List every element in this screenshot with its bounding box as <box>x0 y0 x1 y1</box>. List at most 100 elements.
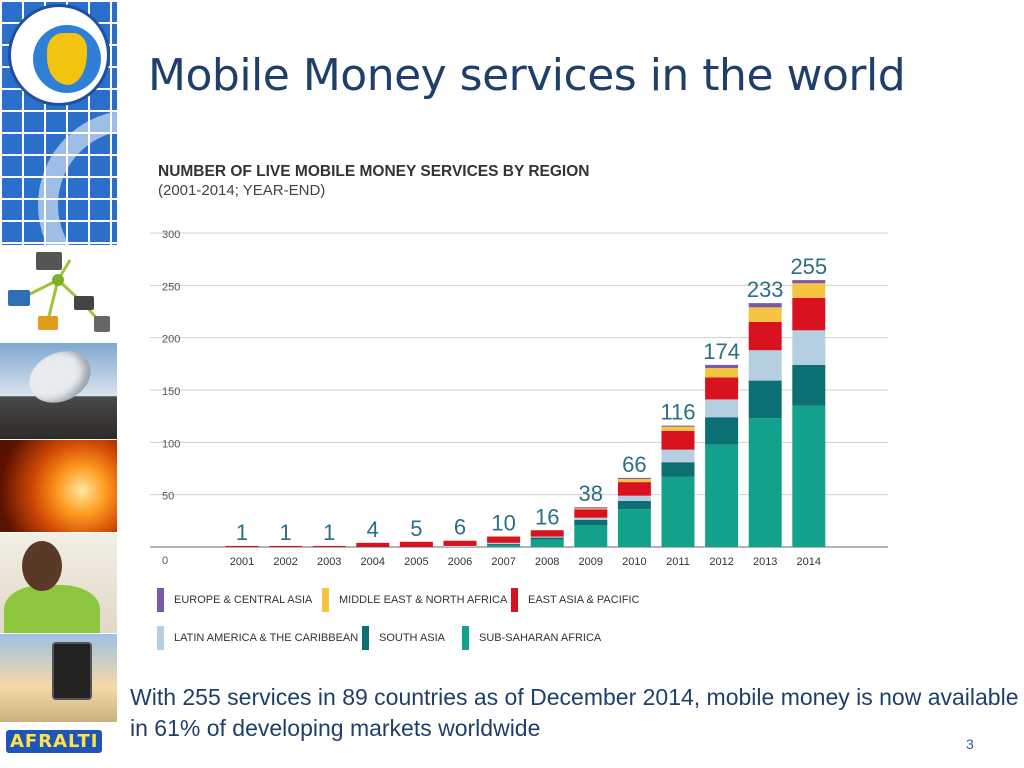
bar-segment <box>574 519 608 526</box>
x-tick-label: 2008 <box>535 556 559 568</box>
bar-segment <box>225 545 259 547</box>
person-body <box>4 585 100 633</box>
legend-item-europe-central-asia: EUROPE & CENTRAL ASIA <box>157 588 312 612</box>
decorative-ring <box>38 110 117 245</box>
x-tick-label: 2013 <box>753 556 777 568</box>
slide-title: Mobile Money services in the world <box>148 50 906 101</box>
bar-segment <box>617 482 651 496</box>
afralti-logo <box>8 4 110 106</box>
satellite-dish-icon <box>20 343 100 413</box>
bar-segment <box>487 544 521 547</box>
bar-total-label: 4 <box>367 517 379 542</box>
bar-total-label: 38 <box>579 481 603 506</box>
bar-total-label: 66 <box>622 452 646 477</box>
y-tick-label: 300 <box>162 229 180 241</box>
legend-item-middle-east-north-africa: MIDDLE EAST & NORTH AFRICA <box>322 588 507 612</box>
bar-total-label: 5 <box>410 516 422 541</box>
x-tick-label: 2009 <box>579 556 603 568</box>
bar-segment <box>530 537 564 540</box>
bar-segment <box>574 507 608 509</box>
bar-segment <box>748 303 782 308</box>
legend-label: EUROPE & CENTRAL ASIA <box>174 594 313 606</box>
x-tick-label: 2007 <box>491 556 515 568</box>
bar-segment <box>661 476 695 547</box>
x-tick-label: 2012 <box>709 556 733 568</box>
bar-segment <box>617 509 651 547</box>
legend-swatch <box>157 588 164 612</box>
bar-segment <box>748 321 782 351</box>
bar-segment <box>487 536 521 543</box>
legend-item-east-asia-pacific: EAST ASIA & PACIFIC <box>511 588 639 612</box>
bar-segment <box>530 530 564 537</box>
y-tick-label: 150 <box>162 386 180 398</box>
x-tick-label: 2004 <box>361 556 385 568</box>
logo-panel <box>0 0 117 245</box>
bar-segment <box>312 545 346 547</box>
brand-panel: AFRALTI <box>0 722 117 768</box>
bar-segment <box>792 405 826 547</box>
x-tick-label: 2001 <box>230 556 254 568</box>
bar-total-label: 1 <box>279 520 291 545</box>
y-tick-label: 250 <box>162 281 180 293</box>
x-tick-label: 2002 <box>273 556 297 568</box>
fiber-optics-photo <box>0 440 117 532</box>
bar-segment <box>399 541 433 547</box>
stacked-bar-chart: 0 50 100 150 200 250 300 1 2001 1 2002 1 2003 4 2004 5 2… <box>150 229 888 568</box>
legend-swatch <box>322 588 329 612</box>
bar-total-label: 10 <box>491 511 515 536</box>
bar-segment <box>792 330 826 365</box>
x-tick-label: 2011 <box>666 556 690 568</box>
slide-caption: With 255 services in 89 countries as of … <box>130 684 1019 741</box>
legend-label: SUB-SAHARAN AFRICA <box>479 632 602 644</box>
legend-item-south-asia: SOUTH ASIA <box>362 626 445 650</box>
bar-segment <box>487 543 521 545</box>
bar-segment <box>574 509 608 518</box>
africa-map-icon <box>47 33 87 85</box>
bar-segment <box>748 350 782 381</box>
bar-total-label: 116 <box>660 400 695 425</box>
bar-total-label: 1 <box>323 520 335 545</box>
legend-label: SOUTH ASIA <box>379 632 446 644</box>
bar-segment <box>748 418 782 547</box>
bar-segment <box>792 297 826 331</box>
network-illustration <box>0 246 117 342</box>
legend-swatch <box>362 626 369 650</box>
bar-segment <box>792 364 826 406</box>
y-tick-label: 0 <box>162 555 168 567</box>
bar-segment <box>792 283 826 298</box>
y-tick-label: 200 <box>162 334 180 346</box>
bar-segment <box>530 539 564 547</box>
chart-title: NUMBER OF LIVE MOBILE MONEY SERVICES BY … <box>158 163 590 180</box>
bar-segment <box>617 477 651 479</box>
legend-label: LATIN AMERICA & THE CARIBBEAN <box>174 632 359 644</box>
y-tick-label: 100 <box>162 438 180 450</box>
bar-segment <box>617 478 651 483</box>
bar-total-label: 174 <box>703 339 740 364</box>
decorative-sidebar: AFRALTI <box>0 0 117 768</box>
bar-segment <box>574 517 608 520</box>
bar-segment <box>443 545 477 547</box>
bar-segment <box>705 377 739 400</box>
legend-label: MIDDLE EAST & NORTH AFRICA <box>339 594 508 606</box>
bar-segment <box>661 426 695 431</box>
page-number: 3 <box>966 736 974 752</box>
brand-logo-text: AFRALTI <box>6 730 103 753</box>
phone-photo <box>0 634 117 722</box>
legend-item-latin-america-caribbean: LATIN AMERICA & THE CARIBBEAN <box>157 626 358 650</box>
bar-segment <box>487 542 521 544</box>
bar-segment <box>705 444 739 547</box>
bar-segment <box>617 500 651 510</box>
chart-subtitle: (2001-2014; YEAR-END) <box>158 182 326 199</box>
x-tick-label: 2003 <box>317 556 341 568</box>
bar-segment <box>661 430 695 450</box>
bar-segment <box>705 417 739 445</box>
bar-segment <box>792 280 826 284</box>
x-tick-label: 2014 <box>797 556 821 568</box>
phone-icon <box>52 642 92 700</box>
legend-swatch <box>511 588 518 612</box>
bar-segment <box>705 368 739 378</box>
legend-item-sub-saharan-africa: SUB-SAHARAN AFRICA <box>462 626 601 650</box>
bar-segment <box>661 425 695 427</box>
bar-segment <box>356 542 390 547</box>
y-tick-label: 50 <box>162 491 174 503</box>
